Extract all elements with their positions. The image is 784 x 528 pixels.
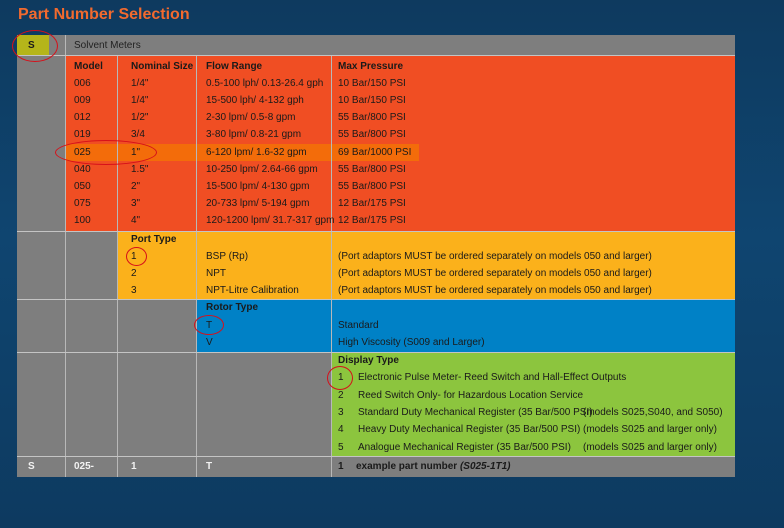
model-cell: 009 [74,95,91,106]
model-cell: 050 [74,181,91,192]
pressure-cell: 12 Bar/175 PSI [338,215,406,226]
pressure-cell: 12 Bar/175 PSI [338,198,406,209]
display-name: Standard Duty Mechanical Register (35 Ba… [358,407,593,418]
display-block [331,353,735,456]
flow-cell: 15-500 lpm/ 4-130 gpm [206,181,310,192]
series-code-cell [17,35,49,55]
series-label: Solvent Meters [74,40,141,51]
flow-cell: 20-733 lpm/ 5-194 gpm [206,198,310,209]
display-name: Electronic Pulse Meter- Reed Switch and … [358,372,627,383]
example-model: 025- [74,461,95,472]
pressure-cell: 55 Bar/800 PSI [338,129,406,140]
port-block [117,231,735,299]
display-note: (models S025,S040, and S050) [583,407,723,418]
display-code: 5 [338,442,344,453]
grid-hline [17,352,735,353]
display-code: 2 [338,390,344,401]
port-name: NPT [206,268,226,279]
header-model: Model [74,61,103,72]
example-port: 1 [131,461,137,472]
example-series: S [28,461,35,472]
header-nominal-size: Nominal Size [131,61,194,72]
grid-vline [196,56,197,477]
size-cell: 2" [131,181,141,192]
pressure-cell: 55 Bar/800 PSI [338,112,406,123]
pressure-cell: 10 Bar/150 PSI [338,78,406,89]
display-code: 3 [338,407,344,418]
port-type-heading: Port Type [131,234,177,245]
flow-cell: 0.5-100 lph/ 0.13-26.4 gph [206,78,324,89]
pressure-cell: 55 Bar/800 PSI [338,164,406,175]
flow-cell: 6-120 lpm/ 1.6-32 gpm [206,147,307,158]
display-code: 1 [338,372,344,383]
display-name: Heavy Duty Mechanical Register (35 Bar/5… [358,424,581,435]
display-name: Analogue Mechanical Register (35 Bar/500… [358,442,571,453]
port-name: BSP (Rp) [206,251,249,262]
display-type-heading: Display Type [338,355,399,366]
size-cell: 4" [131,215,141,226]
header-max-pressure: Max Pressure [338,61,404,72]
size-cell: 1/4" [131,95,149,106]
grid-vline [65,35,66,477]
model-cell: 040 [74,164,91,175]
grid-hline [17,299,735,300]
display-name: Reed Switch Only- for Hazardous Location… [358,390,584,401]
rotor-code: T [206,320,213,331]
flow-cell: 120-1200 lpm/ 31.7-317 gpm [206,215,335,226]
port-note: (Port adaptors MUST be ordered separatel… [338,285,652,296]
model-cell: 006 [74,78,91,89]
port-note: (Port adaptors MUST be ordered separatel… [338,251,652,262]
size-cell: 3/4 [131,129,145,140]
flow-cell: 10-250 lpm/ 2.64-66 gpm [206,164,318,175]
display-code: 4 [338,424,344,435]
series-code: S [28,40,35,51]
grid-hline [17,55,735,56]
rotor-name: High Viscosity (S009 and Larger) [338,337,485,348]
part-number-table: S Solvent Meters Model Nominal Size Flow… [12,30,735,477]
example-part-number: (S025-1T1) [459,461,511,472]
size-cell: 1" [131,147,141,158]
size-cell: 1/2" [131,112,149,123]
example-display: 1 [338,461,344,472]
port-code: 1 [131,251,137,262]
page-title: Part Number Selection [18,6,190,23]
pressure-cell: 55 Bar/800 PSI [338,181,406,192]
header-flow-range: Flow Range [206,61,263,72]
port-code: 3 [131,285,137,296]
model-cell: 075 [74,198,91,209]
pressure-cell: 69 Bar/1000 PSI [338,147,412,158]
display-note: (models S025 and larger only) [583,442,717,453]
example-label-text: example part number [356,461,458,472]
size-cell: 3" [131,198,141,209]
rotor-block [196,300,735,352]
port-note: (Port adaptors MUST be ordered separatel… [338,268,652,279]
flow-cell: 15-500 lph/ 4-132 gph [206,95,304,106]
model-cell: 025 [74,147,91,158]
grid-vline [331,56,332,477]
grid-hline [17,456,735,457]
grid-hline [17,231,735,232]
model-block [65,56,735,231]
port-name: NPT-Litre Calibration [206,285,299,296]
example-label: example part number (S025-1T1) [356,458,511,475]
model-cell: 100 [74,215,91,226]
rotor-type-heading: Rotor Type [206,302,259,313]
port-code: 2 [131,268,137,279]
model-cell: 019 [74,129,91,140]
display-note: (models S025 and larger only) [583,424,717,435]
rotor-code: V [206,337,213,348]
flow-cell: 2-30 lpm/ 0.5-8 gpm [206,112,296,123]
flow-cell: 3-80 lpm/ 0.8-21 gpm [206,129,302,140]
pressure-cell: 10 Bar/150 PSI [338,95,406,106]
grid-vline [117,56,118,477]
size-cell: 1.5" [131,164,149,175]
size-cell: 1/4" [131,78,149,89]
highlight-row-025 [65,144,419,161]
model-cell: 012 [74,112,91,123]
rotor-name: Standard [338,320,379,331]
example-rotor: T [206,461,213,472]
